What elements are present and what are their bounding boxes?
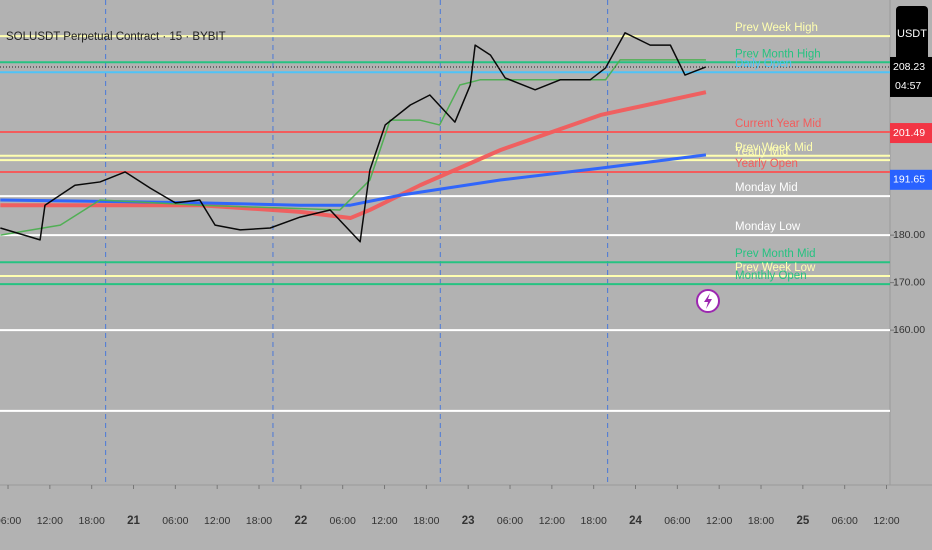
x-tick-label: 12:00 xyxy=(204,515,230,527)
alert-bolt xyxy=(704,293,712,309)
x-tick-label: 06:00 xyxy=(162,515,188,527)
current-price-tag xyxy=(890,56,932,97)
x-tick-label: 18:00 xyxy=(748,515,774,527)
level-label: Yearly Open xyxy=(735,158,798,170)
price-tag xyxy=(890,169,932,190)
y-tick-label: 160.00 xyxy=(893,324,925,336)
price-line xyxy=(0,32,707,243)
level-label: Daily Open xyxy=(735,58,792,70)
x-tick-label: 06:00 xyxy=(497,515,523,527)
x-tick-label: 18:00 xyxy=(413,515,439,527)
x-tick-label: 12:00 xyxy=(706,515,732,527)
x-tick-label: 12:00 xyxy=(539,515,565,527)
countdown-label: 04:57 xyxy=(895,80,921,92)
level-label: Yearly Mid xyxy=(735,146,788,158)
plot xyxy=(0,0,890,485)
x-tick-label: 18:00 xyxy=(79,515,105,527)
currency-label: USDT xyxy=(897,28,927,40)
current-price-label: 208.23 xyxy=(893,61,925,73)
level-label: Current Year Mid xyxy=(735,118,821,130)
x-tick-label: 06:00 xyxy=(0,515,21,527)
price-tag-label: 201.49 xyxy=(893,127,925,139)
price-line xyxy=(0,90,707,221)
x-tick-label: 12:00 xyxy=(37,515,63,527)
x-tick-label: 06:00 xyxy=(832,515,858,527)
x-tick-label: 24 xyxy=(629,515,642,527)
x-tick-label: 12:00 xyxy=(873,515,899,527)
x-tick-label: 06:00 xyxy=(664,515,690,527)
chart-title: SOLUSDT Perpetual Contract · 15 · BYBIT xyxy=(6,31,226,43)
price-tag-label: 191.65 xyxy=(893,174,925,186)
x-tick-label: 25 xyxy=(796,515,809,527)
alert-icon[interactable] xyxy=(696,289,720,313)
x-tick-label: 21 xyxy=(127,515,140,527)
level-label: Monday Low xyxy=(735,221,801,233)
x-tick-label: 18:00 xyxy=(246,515,272,527)
x-tick-label: 06:00 xyxy=(330,515,356,527)
level-label: Prev Week High xyxy=(735,22,818,34)
level-label: Prev Month High xyxy=(735,48,821,60)
x-tick-label: 22 xyxy=(294,515,307,527)
price-line xyxy=(0,153,707,207)
x-tick-label: 18:00 xyxy=(581,515,607,527)
level-label: Monthly Open xyxy=(735,270,807,282)
y-tick-label: 180.00 xyxy=(893,229,925,241)
x-tick-label: 23 xyxy=(462,515,475,527)
level-label: Prev Week Mid xyxy=(735,142,813,154)
level-label: Prev Week Low xyxy=(735,262,816,274)
price-tag xyxy=(890,123,932,144)
level-label: Prev Month Mid xyxy=(735,248,816,260)
x-tick-label: 12:00 xyxy=(371,515,397,527)
y-tick-label: 170.00 xyxy=(893,276,925,288)
level-label: Monday Mid xyxy=(735,182,798,194)
currency-button[interactable] xyxy=(896,6,928,62)
